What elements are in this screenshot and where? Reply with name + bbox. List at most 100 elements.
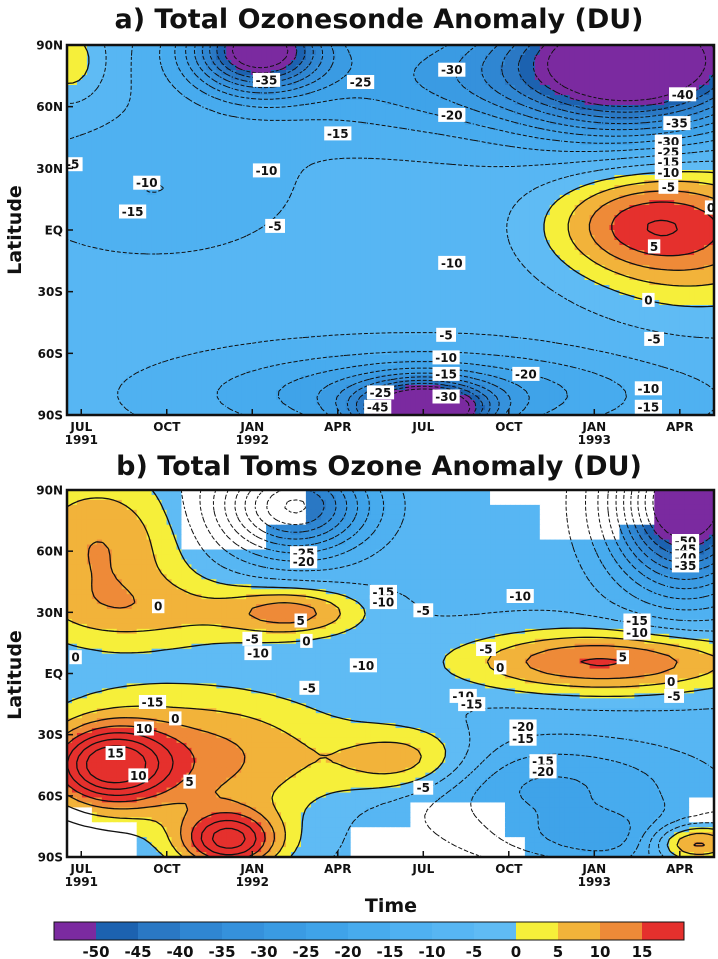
- field-cell: [470, 75, 476, 81]
- field-cell: [386, 190, 392, 196]
- field-cell: [97, 165, 103, 171]
- field-cell: [450, 230, 456, 236]
- field-cell: [321, 235, 327, 241]
- field-cell: [281, 140, 287, 146]
- field-cell: [172, 50, 178, 56]
- field-cell: [425, 175, 431, 181]
- field-cell: [341, 95, 347, 101]
- field-cell: [619, 120, 625, 126]
- field-cell: [206, 100, 212, 106]
- field-cell: [485, 155, 491, 161]
- field-cell: [296, 190, 302, 196]
- field-cell: [147, 210, 153, 216]
- field-cell: [629, 200, 635, 206]
- field-cell: [181, 160, 187, 166]
- field-cell: [321, 185, 327, 191]
- field-cell: [366, 220, 372, 226]
- field-cell: [261, 135, 267, 141]
- field-cell: [326, 210, 332, 216]
- field-cell: [167, 225, 173, 231]
- field-cell: [256, 235, 262, 241]
- field-cell: [465, 175, 471, 181]
- field-cell: [176, 140, 182, 146]
- field-cell: [341, 200, 347, 206]
- field-cell: [286, 235, 292, 241]
- field-cell: [520, 230, 526, 236]
- field-cell: [346, 180, 352, 186]
- field-cell: [191, 110, 197, 116]
- field-cell: [515, 180, 521, 186]
- field-cell: [241, 230, 247, 236]
- field-cell: [624, 215, 630, 221]
- field-cell: [301, 205, 307, 211]
- field-cell: [107, 140, 113, 146]
- field-cell: [371, 225, 377, 231]
- field-cell: [500, 135, 506, 141]
- field-cell: [97, 125, 103, 131]
- field-cell: [211, 220, 217, 226]
- field-cell: [560, 50, 566, 56]
- field-cell: [167, 105, 173, 111]
- field-cell: [251, 185, 257, 191]
- field-cell: [82, 230, 88, 236]
- field-cell: [216, 120, 222, 126]
- field-cell: [356, 105, 362, 111]
- field-cell: [291, 90, 297, 96]
- field-cell: [211, 150, 217, 156]
- field-cell: [694, 160, 700, 166]
- field-cell: [117, 230, 123, 236]
- field-cell: [112, 105, 118, 111]
- field-cell: [157, 135, 163, 141]
- field-cell: [654, 80, 660, 86]
- field-cell: [565, 205, 571, 211]
- field-cell: [470, 205, 476, 211]
- field-cell: [525, 75, 531, 81]
- field-cell: [535, 165, 541, 171]
- field-cell: [570, 75, 576, 81]
- field-cell: [560, 200, 566, 206]
- field-cell: [186, 230, 192, 236]
- field-cell: [361, 55, 367, 61]
- field-cell: [639, 75, 645, 81]
- field-cell: [102, 95, 108, 101]
- field-cell: [391, 130, 397, 136]
- field-cell: [296, 155, 302, 161]
- field-cell: [216, 130, 222, 136]
- field-cell: [176, 115, 182, 121]
- field-cell: [684, 155, 690, 161]
- field-cell: [241, 205, 247, 211]
- field-cell: [346, 205, 352, 211]
- field-cell: [435, 205, 441, 211]
- field-cell: [430, 195, 436, 201]
- field-cell: [530, 225, 536, 231]
- field-cell: [550, 170, 556, 176]
- field-cell: [609, 50, 615, 56]
- field-cell: [77, 195, 83, 201]
- field-cell: [157, 120, 163, 126]
- field-cell: [77, 225, 83, 231]
- field-cell: [545, 140, 551, 146]
- field-cell: [405, 135, 411, 141]
- field-cell: [500, 150, 506, 156]
- field-cell: [659, 90, 665, 96]
- field-cell: [495, 95, 501, 101]
- field-cell: [649, 65, 655, 71]
- field-cell: [420, 195, 426, 201]
- field-cell: [435, 225, 441, 231]
- field-cell: [425, 220, 431, 226]
- field-cell: [674, 65, 680, 71]
- field-cell: [196, 150, 202, 156]
- field-cell: [391, 105, 397, 111]
- field-cell: [639, 115, 645, 121]
- field-cell: [341, 235, 347, 241]
- field-cell: [181, 125, 187, 131]
- field-cell: [590, 80, 596, 86]
- field-cell: [87, 105, 93, 111]
- field-cell: [246, 150, 252, 156]
- field-cell: [211, 55, 217, 61]
- field-cell: [142, 105, 148, 111]
- field-cell: [515, 160, 521, 166]
- field-cell: [112, 195, 118, 201]
- field-cell: [410, 90, 416, 96]
- field-cell: [167, 235, 173, 241]
